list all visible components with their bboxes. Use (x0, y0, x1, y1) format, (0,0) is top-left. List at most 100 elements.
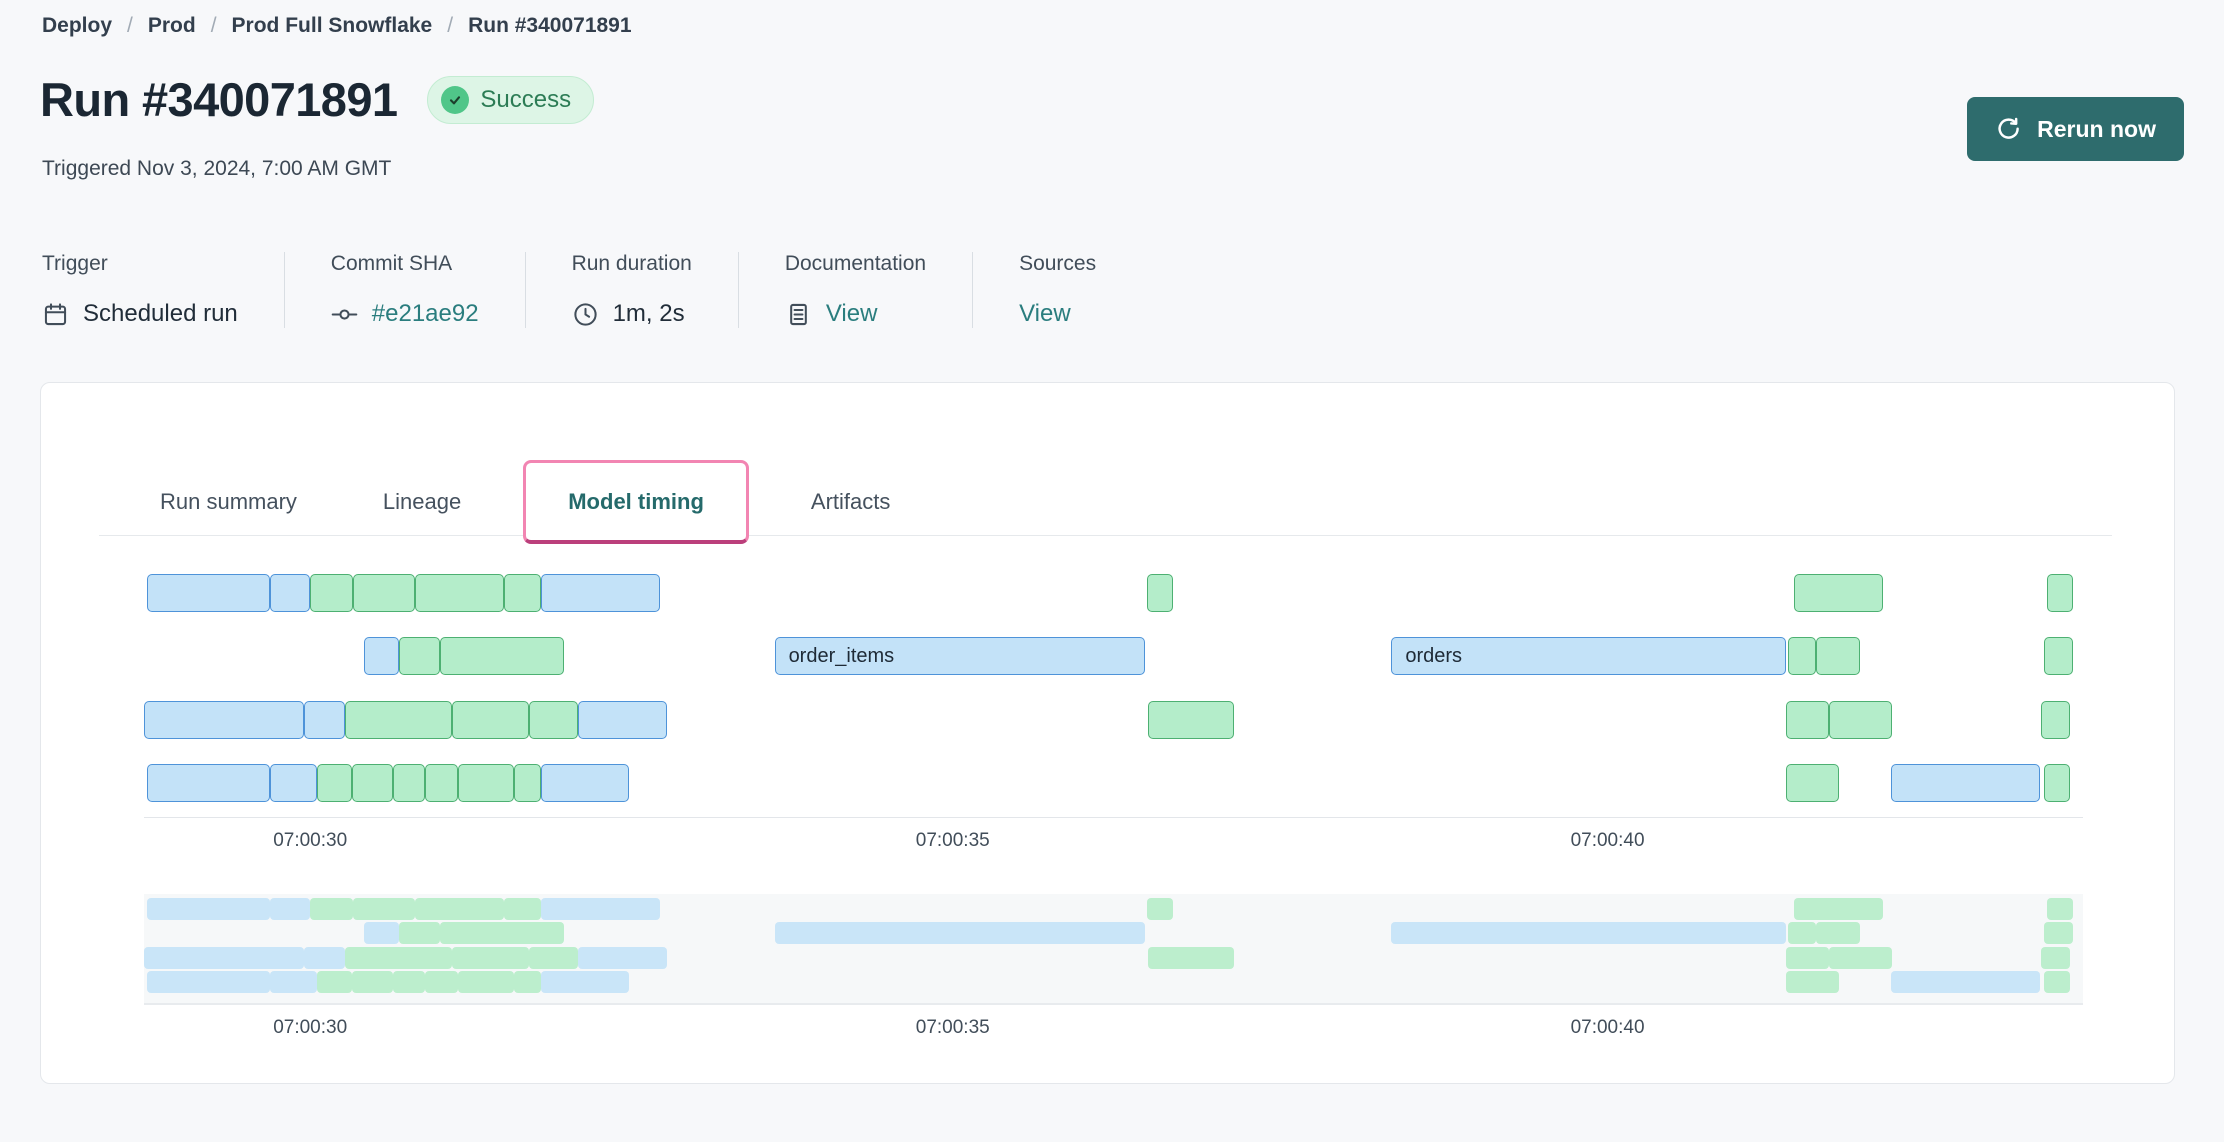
tab-run-summary[interactable]: Run summary (136, 460, 321, 544)
minimap-bar (541, 971, 629, 993)
gantt-bar[interactable] (415, 574, 505, 612)
breadcrumb-prod[interactable]: Prod (147, 14, 196, 37)
breadcrumb-deploy[interactable]: Deploy (42, 14, 113, 37)
gantt-bar[interactable] (425, 764, 459, 802)
minimap-bar (1828, 947, 1892, 969)
minimap-bar (425, 971, 459, 993)
run-detail-card: Run summary Lineage Model timing Artifac… (40, 382, 2175, 1084)
gantt-bar[interactable]: order_items (774, 637, 1145, 675)
gantt-bar[interactable] (1828, 701, 1892, 739)
gantt-bar[interactable] (317, 764, 353, 802)
gantt-bar[interactable] (2044, 764, 2070, 802)
minimap-bar (146, 971, 271, 993)
gantt-bar[interactable] (504, 574, 542, 612)
gantt-bar[interactable] (1147, 574, 1173, 612)
minimap-bar (310, 898, 354, 920)
document-icon (785, 301, 812, 328)
minimap-bar (304, 947, 346, 969)
gantt-minimap[interactable] (144, 894, 2083, 1003)
minimap-bar (1391, 922, 1786, 944)
rerun-now-label: Rerun now (2037, 115, 2156, 142)
gantt-bar[interactable] (541, 574, 661, 612)
gantt-bar[interactable] (353, 574, 416, 612)
gantt-bar[interactable] (270, 764, 318, 802)
gantt-bar[interactable] (304, 701, 346, 739)
minimap-bar (2046, 898, 2073, 920)
minimap-bar (440, 922, 564, 944)
gantt-row: order_items orders (144, 637, 2083, 675)
commit-sha-link[interactable]: #e21ae92 (371, 300, 479, 327)
gantt-bar[interactable] (1815, 637, 1860, 675)
gantt-bar[interactable] (2040, 701, 2070, 739)
gantt-bar[interactable] (393, 764, 426, 802)
status-badge: Success (427, 75, 595, 124)
breadcrumb-job[interactable]: Prod Full Snowflake (231, 14, 433, 37)
gantt-bar[interactable] (1793, 574, 1883, 612)
gantt-bar[interactable] (2046, 574, 2073, 612)
tab-bar: Run summary Lineage Model timing Artifac… (136, 460, 914, 544)
minimap-row (144, 898, 2083, 920)
axis-tick-label: 07:00:40 (1570, 830, 1645, 851)
minimap-bar (364, 922, 400, 944)
gantt-bar[interactable] (310, 574, 354, 612)
status-badge-label: Success (480, 85, 572, 113)
minimap-bar (504, 898, 542, 920)
gantt-row (144, 574, 2083, 612)
gantt-bar[interactable] (270, 574, 311, 612)
breadcrumb-separator: / (447, 14, 454, 37)
minimap-bar (399, 922, 441, 944)
gantt-bar[interactable] (440, 637, 564, 675)
gantt-bar[interactable] (364, 637, 400, 675)
gantt-bar[interactable] (2044, 637, 2074, 675)
gantt-bar[interactable] (452, 701, 530, 739)
gantt-bar[interactable] (1785, 764, 1839, 802)
gantt-bar[interactable] (1787, 637, 1816, 675)
gantt-bar[interactable] (345, 701, 453, 739)
gantt-bar[interactable] (1785, 701, 1829, 739)
documentation-view-link[interactable]: View (825, 300, 878, 327)
gantt-bar[interactable]: orders (1391, 637, 1786, 675)
minimap-bar (415, 898, 505, 920)
gantt-bar[interactable] (146, 574, 271, 612)
tab-divider (99, 535, 2112, 536)
meta-trigger: Trigger Scheduled run (42, 252, 285, 328)
minimap-row (144, 971, 2083, 993)
sources-view-link[interactable]: View (1019, 300, 1071, 327)
minimap-bar (345, 947, 453, 969)
tab-model-timing[interactable]: Model timing (523, 460, 749, 544)
gantt-bar[interactable] (577, 701, 667, 739)
axis-tick-label: 07:00:30 (273, 1017, 348, 1038)
clock-icon (572, 301, 599, 328)
minimap-bar (2044, 971, 2070, 993)
meta-commit-sha: Commit SHA #e21ae92 (285, 252, 526, 328)
meta-label: Commit SHA (330, 252, 453, 275)
gantt-bar[interactable] (144, 701, 305, 739)
meta-label: Documentation (784, 252, 927, 275)
gantt-bar[interactable] (1890, 764, 2040, 802)
minimap-bar (774, 922, 1145, 944)
meta-label: Trigger (42, 252, 108, 275)
gantt-bar[interactable] (1148, 701, 1235, 739)
triggered-timestamp: Triggered Nov 3, 2024, 7:00 AM GMT (42, 157, 392, 180)
axis-tick-label: 07:00:40 (1570, 1017, 1645, 1038)
gantt-bar[interactable] (529, 701, 578, 739)
breadcrumb-separator: / (127, 14, 133, 37)
tab-lineage[interactable]: Lineage (359, 460, 485, 544)
rerun-now-button[interactable]: Rerun now (1967, 97, 2184, 161)
commit-icon (331, 301, 358, 328)
gantt-bar[interactable] (399, 637, 441, 675)
minimap-bar (1815, 922, 1860, 944)
gantt-bar[interactable] (541, 764, 629, 802)
tab-artifacts[interactable]: Artifacts (787, 460, 914, 544)
gantt-row (144, 764, 2083, 802)
minimap-bar (1793, 898, 1883, 920)
minimap-bar (1890, 971, 2040, 993)
gantt-bar[interactable] (352, 764, 394, 802)
gantt-bar-label: order_items (788, 644, 895, 667)
minimap-bar (529, 947, 578, 969)
breadcrumb-separator: / (210, 14, 217, 37)
minimap-row (144, 922, 2083, 944)
gantt-bar[interactable] (458, 764, 515, 802)
gantt-bar[interactable] (514, 764, 542, 802)
gantt-bar[interactable] (146, 764, 271, 802)
